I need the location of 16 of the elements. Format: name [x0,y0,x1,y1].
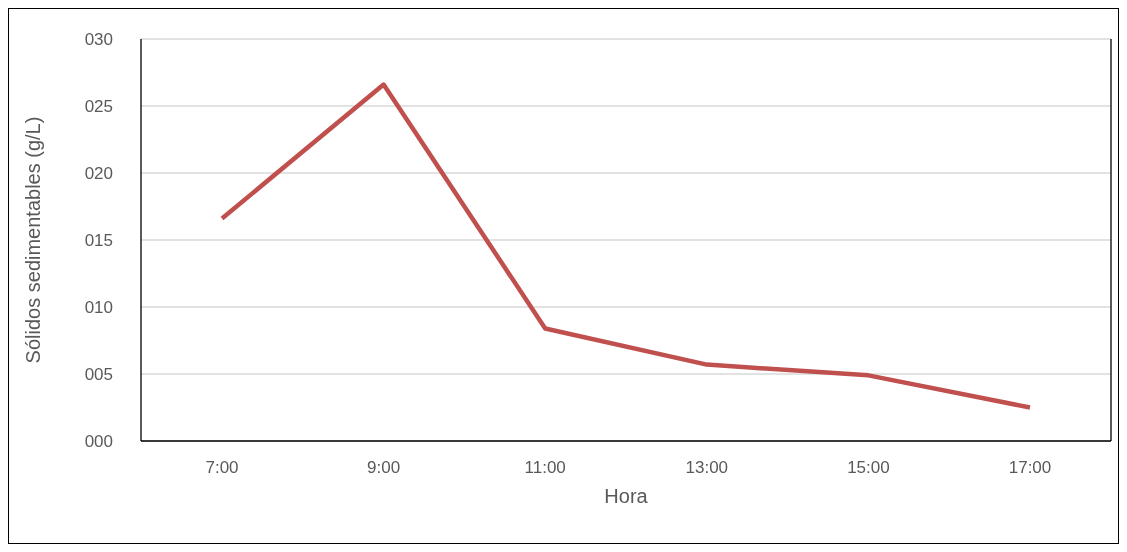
x-tick-label: 13:00 [685,458,729,478]
line-series [219,82,1033,410]
x-axis-title: Hora [604,485,649,507]
y-tick-label: 005 [84,365,113,385]
x-tick-label: 9:00 [367,458,401,478]
y-axis-title: Sólidos sedimentables (g/L) [22,116,45,364]
y-tick-label: 015 [84,231,113,251]
x-tick-label: 15:00 [847,458,890,478]
x-tick-label: 7:00 [205,458,239,478]
y-tick-label: 010 [84,298,113,318]
x-tick-label: 17:00 [1008,458,1052,478]
y-tick-label: 025 [84,97,113,117]
y-tick-label: 020 [84,164,113,184]
y-tick-label: 000 [84,432,113,452]
x-tick-label: 11:00 [524,458,566,478]
y-tick-label: 030 [84,30,113,50]
